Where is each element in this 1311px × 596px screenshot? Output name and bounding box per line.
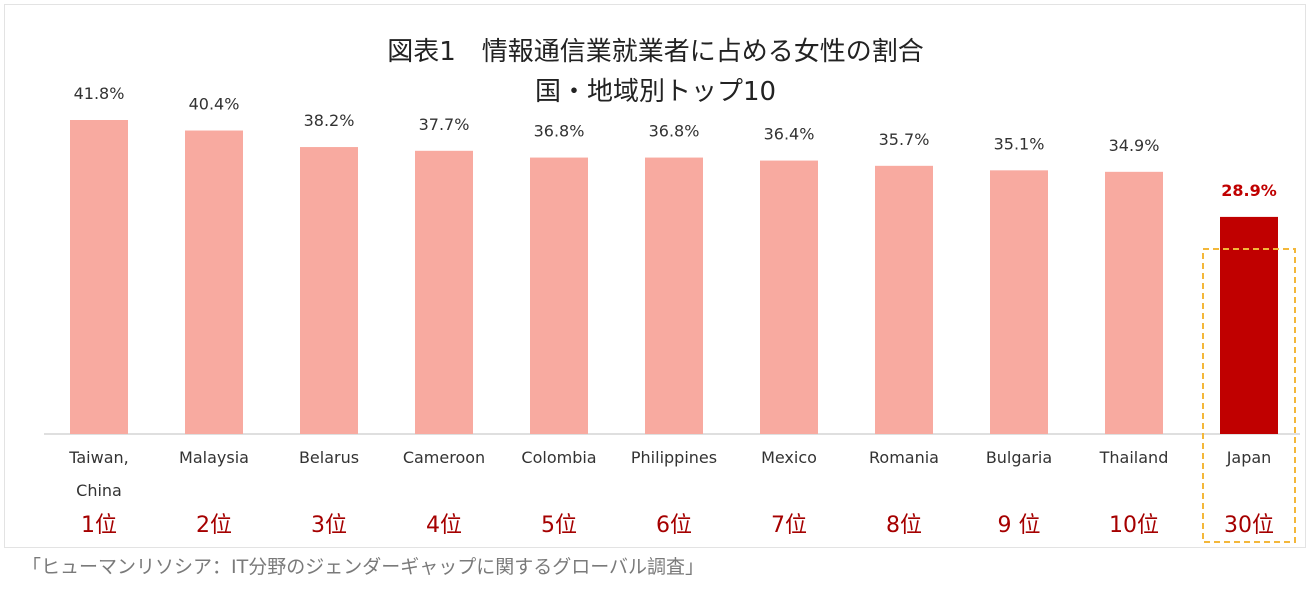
source-note: 「ヒューマンリソシア：IT分野のジェンダーギャップに関するグローバル調査」 xyxy=(22,556,705,578)
bar-value-label-6: 36.4% xyxy=(764,125,815,144)
rank-label-7: 8位 xyxy=(886,513,922,538)
rank-label-5: 6位 xyxy=(656,513,692,538)
bar-value-label-5: 36.8% xyxy=(649,122,700,141)
highlight-box xyxy=(1202,248,1296,543)
category-label-4: Colombia xyxy=(521,448,596,467)
chart-subtitle: 国・地域別トップ10 xyxy=(534,77,777,107)
bar-value-label-0: 41.8% xyxy=(74,84,125,103)
bar-0 xyxy=(70,120,128,434)
bar-10 xyxy=(1220,216,1278,434)
category-label-2: Belarus xyxy=(299,448,359,467)
category-label-1: Malaysia xyxy=(179,448,249,467)
rank-label-9: 10位 xyxy=(1109,513,1159,538)
category-label-9: Thailand xyxy=(1099,448,1169,467)
rank-label-0: 1位 xyxy=(81,513,117,538)
bar-1 xyxy=(185,130,243,435)
bar-7 xyxy=(875,165,933,434)
bar-value-label-4: 36.8% xyxy=(534,122,585,141)
bar-6 xyxy=(760,160,818,435)
category-label-0: Taiwan, China xyxy=(68,448,129,500)
category-label-7: Romania xyxy=(869,448,939,467)
rank-label-8: 9 位 xyxy=(998,513,1041,538)
bar-4 xyxy=(530,157,588,434)
bar-9 xyxy=(1105,171,1163,435)
chart-title: 図表1 情報通信業就業者に占める女性の割合 xyxy=(387,37,924,67)
bar-value-label-10: 28.9% xyxy=(1221,181,1277,200)
bar-chart: 41.8% Taiwan, China 1位 40.4% Malaysia 2位 38.2% B… xyxy=(44,84,1300,543)
rank-label-4: 5位 xyxy=(541,513,577,538)
bar-8 xyxy=(990,170,1048,434)
category-label-5: Philippines xyxy=(631,448,717,467)
chart-title-block: 図表1 情報通信業就業者に占める女性の割合 国・地域別トップ10 xyxy=(0,32,1311,112)
bar-value-label-1: 40.4% xyxy=(189,95,240,114)
bar-value-label-7: 35.7% xyxy=(879,130,930,149)
bar-value-label-3: 37.7% xyxy=(419,115,470,134)
bar-value-label-9: 34.9% xyxy=(1109,136,1160,155)
bar-3 xyxy=(415,150,473,434)
category-label-8: Bulgaria xyxy=(986,448,1052,467)
rank-label-3: 4位 xyxy=(426,513,462,538)
bar-value-label-2: 38.2% xyxy=(304,111,355,130)
category-label-6: Mexico xyxy=(761,448,817,467)
category-label-3: Cameroon xyxy=(403,448,485,467)
category-label-10: Japan xyxy=(1226,448,1272,467)
bar-5 xyxy=(645,157,703,434)
rank-label-10: 30位 xyxy=(1224,513,1274,538)
rank-label-1: 2位 xyxy=(196,513,232,538)
rank-label-6: 7位 xyxy=(771,513,807,538)
chart-frame xyxy=(4,4,1306,548)
bar-2 xyxy=(300,147,358,434)
bar-value-label-8: 35.1% xyxy=(994,134,1045,153)
rank-label-2: 3位 xyxy=(311,513,347,538)
